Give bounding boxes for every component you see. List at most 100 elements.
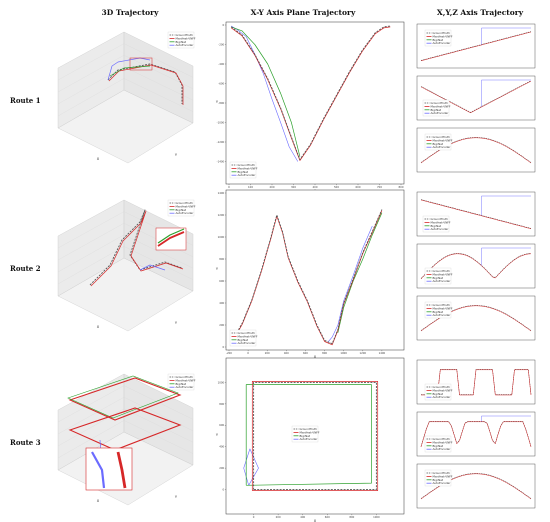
legend-label-bigrnet: BigrNet <box>238 170 249 174</box>
series-line-groundtruth <box>107 63 183 104</box>
legend-frame <box>291 425 319 443</box>
legend-label-bigrnet: BigrNet <box>433 276 444 280</box>
column-title-3d: 3D Trajectory <box>101 8 159 17</box>
x-tick-label: 800 <box>349 515 354 519</box>
y-tick-label: 400 <box>219 445 224 449</box>
legend-3d-route-2: GroundTruthManifest-VNFFBigrNetAutoEncod… <box>167 199 196 217</box>
column-title-xyz: X,Y,Z Axis Trajectory <box>436 8 524 17</box>
x-tick-label: 800 <box>399 185 404 189</box>
legend-label-groundtruth: GroundTruth <box>431 217 449 221</box>
x-tick-label: -200 <box>226 351 232 355</box>
legend-label-bigrnet: BigrNet <box>433 142 444 146</box>
series-line-bigrnet <box>245 384 372 486</box>
3d-grid-line <box>123 385 194 420</box>
legend-label-autoencoder: AutoEncoder <box>433 395 452 399</box>
series-line-bigrnet <box>337 212 383 333</box>
y-tick-label: 0 <box>223 487 225 491</box>
legend-frame <box>422 99 450 117</box>
y-tick-label: 800 <box>219 257 224 261</box>
x-axis-label: X <box>314 355 317 359</box>
y-tick-label: 400 <box>219 301 224 305</box>
series-line-manifest-vnff <box>68 377 182 421</box>
axis-trace-r3x: GroundTruthManifest-VNFFBigrNetAutoEncod… <box>416 359 536 405</box>
legend-label-groundtruth: GroundTruth <box>433 135 451 139</box>
legend-label-bigrnet: BigrNet <box>238 338 249 342</box>
legend-label-autoencoder: AutoEncoder <box>176 211 195 215</box>
series-line-autoencoder <box>231 25 299 162</box>
y-axis-label: Y <box>216 100 219 104</box>
series-line-manifest-vnff <box>421 369 532 396</box>
series-line-groundtruth <box>89 209 183 286</box>
legend-label-manifest-vnff: Manifest-VNFF <box>433 272 453 276</box>
legend-label-autoencoder: AutoEncoder <box>431 227 450 231</box>
legend-label-manifest-vnff: Manifest-VNFF <box>433 388 453 392</box>
legend-frame <box>229 329 257 347</box>
series-line-autoencoder <box>481 415 531 422</box>
axis-trace-r1x: GroundTruthManifest-VNFFBigrNetAutoEncod… <box>416 23 536 69</box>
y-axis-label: Y <box>216 267 219 271</box>
x-tick-label: 600 <box>356 185 361 189</box>
legend-xy-route-3: GroundTruthManifest-VNFFBigrNetAutoEncod… <box>291 425 320 443</box>
x-tick-label: 300 <box>291 185 296 189</box>
legend-frame <box>424 301 452 319</box>
y-tick-label: -200 <box>218 42 224 46</box>
series-line-manifest-vnff <box>420 421 532 448</box>
axis-trace-r2x: GroundTruthManifest-VNFFBigrNetAutoEncod… <box>416 191 536 237</box>
legend-label-autoencoder: AutoEncoder <box>431 111 450 115</box>
3d-grid-line <box>57 211 125 249</box>
legend-label-manifest-vnff: Manifest-VNFF <box>238 166 258 170</box>
legend-label-groundtruth: GroundTruth <box>433 385 451 389</box>
inset-line-manifest-vnff <box>157 231 185 247</box>
axis-trace-r2y: GroundTruthManifest-VNFFBigrNetAutoEncod… <box>416 243 536 289</box>
legend-label-autoencoder: AutoEncoder <box>433 447 452 451</box>
legend-label-groundtruth: GroundTruth <box>238 331 256 335</box>
legend-3d-route-3: GroundTruthManifest-VNFFBigrNetAutoEncod… <box>167 373 196 391</box>
y-tick-label: -1200 <box>217 140 225 144</box>
axis-trace-r1y: GroundTruthManifest-VNFFBigrNetAutoEncod… <box>416 75 536 121</box>
series-line-autoencoder <box>481 195 531 216</box>
legend-label-groundtruth: GroundTruth <box>433 303 451 307</box>
zoom-inset <box>129 57 153 71</box>
3d-grid-line <box>123 234 194 269</box>
zoom-inset <box>155 227 187 251</box>
legend-label-groundtruth: GroundTruth <box>176 201 194 205</box>
series-line-autoencoder <box>139 264 166 271</box>
legend-label-manifest-vnff: Manifest-VNFF <box>433 138 453 142</box>
legend-label-groundtruth: GroundTruth <box>176 375 194 379</box>
3d-axes-route-3: X Y GroundTruthManifest-VNFFBigrNetAutoEnc… <box>57 373 196 506</box>
y-tick-label: -1000 <box>217 120 225 124</box>
3d-x-axis-label: X <box>97 325 100 329</box>
legend-label-manifest-vnff: Manifest-VNFF <box>176 204 196 208</box>
legend-label-groundtruth: GroundTruth <box>431 101 449 105</box>
x-tick-label: 200 <box>270 185 275 189</box>
legend-label-manifest-vnff: Manifest-VNFF <box>433 474 453 478</box>
x-tick-label: 600 <box>303 351 308 355</box>
series-line-manifest-vnff <box>420 137 532 164</box>
x-tick-label: 400 <box>284 351 289 355</box>
series-line-autoencoder <box>481 79 531 107</box>
legend-label-bigrnet: BigrNet <box>431 108 442 112</box>
series-line-groundtruth <box>420 31 532 61</box>
x-tick-label: 800 <box>322 351 327 355</box>
legend-label-manifest-vnff: Manifest-VNFF <box>433 34 453 38</box>
legend-label-manifest-vnff: Manifest-VNFF <box>176 36 196 40</box>
y-tick-label: -800 <box>218 101 224 105</box>
x-tick-label: 600 <box>325 515 330 519</box>
legend-label-groundtruth: GroundTruth <box>176 33 194 37</box>
3d-grid-line <box>123 66 194 101</box>
3d-y-axis-label: Y <box>175 321 178 325</box>
legend-trace-r3x: GroundTruthManifest-VNFFBigrNetAutoEncod… <box>424 383 453 401</box>
legend-label-manifest-vnff: Manifest-VNFF <box>176 378 196 382</box>
y-tick-label: 0 <box>223 23 225 27</box>
y-tick-label: 200 <box>219 466 224 470</box>
legend-label-manifest-vnff: Manifest-VNFF <box>433 440 453 444</box>
xy-chart-route-2: -200 0 200 400 600 800 1000 1200 140002004006008… <box>216 189 405 359</box>
3d-grid-line <box>57 78 125 117</box>
legend-frame <box>229 161 257 179</box>
series-line-manifest-vnff <box>90 210 184 287</box>
3d-axes-route-2: X Y GroundTruthManifest-VNFFBigrNetAutoEnc… <box>57 199 196 332</box>
legend-frame <box>424 383 452 401</box>
x-axis-label: X <box>314 519 317 522</box>
series-line-autoencoder <box>107 57 151 81</box>
series-line-manifest-vnff <box>420 199 532 230</box>
